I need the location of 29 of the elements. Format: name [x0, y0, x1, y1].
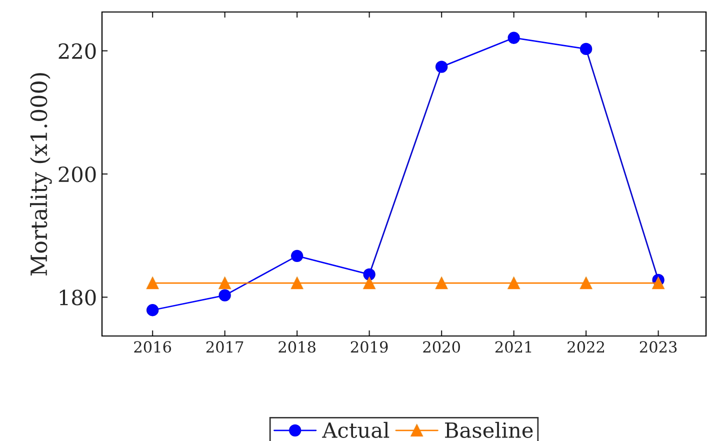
y-axis-title: Mortality (x1.000)	[30, 73, 52, 276]
point	[290, 276, 304, 290]
point	[508, 32, 520, 44]
x-tick-label: 2021	[495, 341, 532, 353]
point	[508, 276, 520, 290]
point	[363, 276, 376, 290]
point	[146, 276, 159, 290]
point	[652, 276, 664, 290]
point	[435, 276, 448, 290]
point	[580, 276, 592, 290]
legend-label: Actual	[322, 422, 390, 438]
point	[218, 276, 231, 290]
point	[290, 250, 304, 262]
point	[218, 289, 231, 302]
y-tick-label: 220	[58, 43, 96, 60]
x-tick-label: 2016	[134, 341, 172, 353]
x-tick-label: 2020	[423, 341, 460, 353]
point	[580, 42, 592, 56]
x-tick-label: 2022	[568, 341, 604, 353]
point	[146, 304, 159, 316]
x-tick-label: 2019	[350, 341, 388, 353]
y-tick-label: 200	[58, 166, 96, 182]
x-tick-label: 2018	[278, 341, 316, 353]
x-tick-label: 2017	[206, 341, 244, 353]
point	[435, 60, 448, 73]
point	[363, 268, 376, 280]
y-tick-label: 180	[60, 290, 96, 306]
x-tick-label: 2023	[640, 341, 677, 353]
legend-label: Baseline	[445, 422, 533, 438]
